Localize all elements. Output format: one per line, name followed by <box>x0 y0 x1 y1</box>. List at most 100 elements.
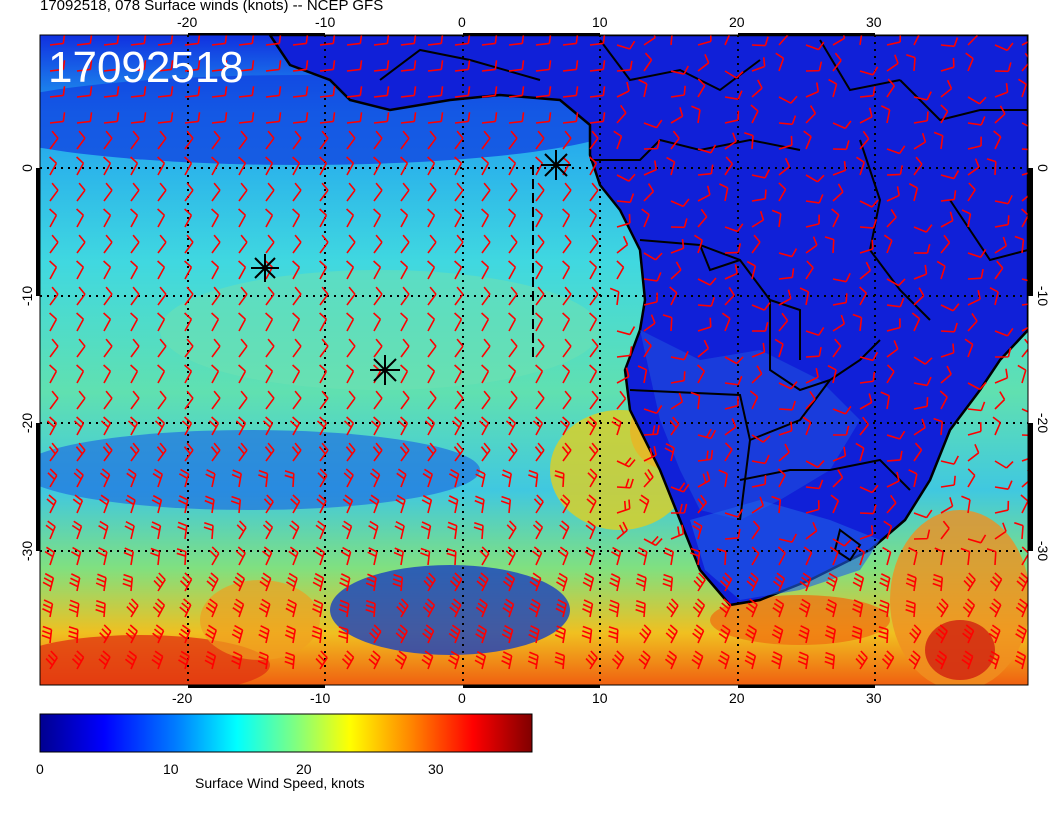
y-tick-right: 0 <box>1035 164 1051 172</box>
wind-barb <box>994 236 1008 254</box>
wind-barb <box>528 625 540 644</box>
wind-barb <box>319 130 329 150</box>
wind-barb <box>859 286 868 306</box>
wind-barb <box>454 364 463 384</box>
wind-barb <box>289 416 301 436</box>
wind-barb <box>454 338 464 358</box>
wind-barb <box>103 286 113 306</box>
wind-barb <box>886 278 906 287</box>
wind-barb <box>130 338 140 358</box>
wind-barb <box>697 144 717 154</box>
wind-barb <box>1016 572 1028 592</box>
wind-barb <box>692 520 703 540</box>
wind-barb <box>639 494 650 514</box>
wind-barb <box>346 156 355 176</box>
wind-barb <box>616 521 628 540</box>
wind-barb <box>157 86 174 98</box>
wind-barb <box>905 599 916 618</box>
wind-barb <box>994 62 1012 73</box>
wind-barb <box>454 130 464 150</box>
wind-barb <box>369 468 381 488</box>
wind-barb <box>341 650 355 670</box>
wind-barb <box>238 156 247 176</box>
wind-barb <box>319 35 336 46</box>
wind-barb <box>935 624 948 644</box>
wind-barb <box>535 312 544 332</box>
wind-barb <box>125 624 138 644</box>
wind-barb <box>1017 364 1027 384</box>
wind-barb <box>940 343 955 358</box>
wind-barb <box>664 442 675 462</box>
wind-barb <box>448 495 459 514</box>
y-tick-right: -30 <box>1035 541 1051 561</box>
wind-barb <box>319 208 328 228</box>
wind-barb <box>859 66 879 76</box>
wind-barb <box>697 277 717 286</box>
wind-barb <box>960 547 971 566</box>
wind-barb <box>967 268 984 280</box>
wind-barb <box>967 534 987 544</box>
wind-barb <box>555 598 567 618</box>
wind-barb <box>967 158 980 176</box>
wind-barb <box>880 391 890 410</box>
wind-barb <box>130 312 139 332</box>
x-tick-top: 10 <box>592 14 608 30</box>
wind-barb <box>316 416 328 436</box>
wind-barb <box>475 624 488 644</box>
wind-barb <box>616 193 635 204</box>
wind-barb <box>751 342 766 358</box>
wind-barb <box>905 573 917 592</box>
wind-barb <box>798 625 810 644</box>
wind-barb <box>670 107 684 124</box>
wind-barb <box>994 522 1007 540</box>
wind-barb <box>724 356 744 365</box>
wind-barb <box>832 293 848 306</box>
wind-barb <box>805 522 818 540</box>
wind-barb <box>44 546 56 566</box>
wind-barb <box>716 548 727 566</box>
wind-barb <box>772 572 786 592</box>
wind-barb <box>95 573 107 592</box>
wind-barb <box>824 625 836 644</box>
wind-barb <box>641 208 650 228</box>
wind-barb <box>616 235 629 254</box>
wind-barb <box>638 650 651 670</box>
wind-barb <box>697 35 712 46</box>
wind-barb <box>967 96 987 105</box>
wind-barb <box>967 444 980 462</box>
wind-barb <box>319 156 328 176</box>
wind-barb <box>778 289 792 306</box>
wind-barb <box>1014 650 1027 670</box>
wind-barb <box>535 364 544 384</box>
wind-barb <box>103 260 112 280</box>
wind-barb <box>554 470 565 488</box>
wind-barb <box>967 35 979 46</box>
wind-barb <box>76 390 86 410</box>
wind-barb <box>584 546 596 566</box>
wind-barb <box>184 286 194 306</box>
wind-barb <box>1021 426 1028 437</box>
wind-barb <box>832 425 850 436</box>
wind-barb <box>475 598 488 618</box>
wind-barb <box>613 130 623 150</box>
wind-barb <box>422 624 435 644</box>
wind-barb <box>859 239 874 254</box>
wind-barb <box>151 650 164 670</box>
wind-barb <box>265 286 275 306</box>
wind-barb <box>235 416 247 436</box>
wind-barb <box>130 156 139 176</box>
wind-barb <box>454 60 471 72</box>
wind-barb <box>76 112 93 124</box>
wind-barb <box>532 520 544 540</box>
wind-barb <box>258 598 271 618</box>
wind-barb <box>722 35 732 46</box>
wind-barb <box>994 480 1013 490</box>
wind-barb <box>238 234 248 254</box>
wind-barb <box>535 338 545 358</box>
wind-barb <box>454 156 463 176</box>
wind-barb <box>346 60 363 72</box>
wind-barb <box>778 312 789 332</box>
wind-barb <box>448 468 460 488</box>
colorbar <box>39 713 533 753</box>
wind-barb <box>49 130 59 150</box>
